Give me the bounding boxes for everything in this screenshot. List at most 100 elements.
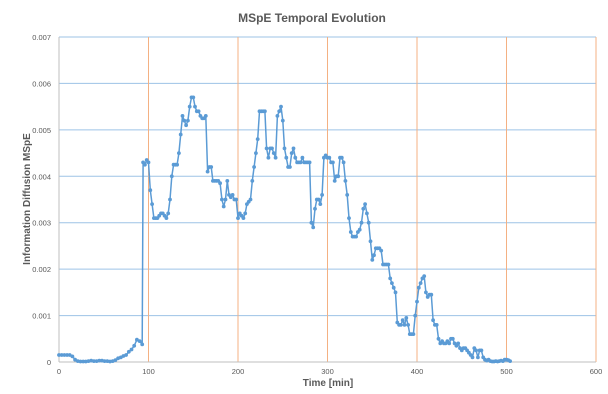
data-point xyxy=(343,179,348,183)
data-point xyxy=(230,193,235,197)
data-point xyxy=(298,160,303,165)
data-point xyxy=(193,104,197,109)
data-point xyxy=(339,155,344,160)
data-point xyxy=(424,290,428,295)
data-point xyxy=(182,118,187,123)
data-point xyxy=(252,165,256,169)
data-point xyxy=(279,104,283,109)
data-point xyxy=(124,353,128,357)
data-point xyxy=(255,137,260,142)
x-tick-label: 400 xyxy=(411,367,424,376)
data-point xyxy=(225,179,230,183)
y-tick-label: 0.007 xyxy=(32,33,51,42)
data-point xyxy=(102,359,107,363)
data-point xyxy=(146,160,151,165)
data-point xyxy=(366,220,371,225)
data-point xyxy=(311,225,316,230)
x-tick-label: 500 xyxy=(500,367,513,376)
data-point xyxy=(447,341,452,346)
data-point xyxy=(422,274,427,278)
data-point xyxy=(316,197,321,202)
data-point xyxy=(413,313,418,318)
data-point xyxy=(508,359,512,363)
data-point xyxy=(354,234,358,239)
data-point xyxy=(132,343,137,348)
x-tick-label: 100 xyxy=(142,367,155,376)
data-point xyxy=(479,348,484,353)
data-point xyxy=(168,197,172,202)
data-point xyxy=(203,114,208,118)
y-tick-labels: 0 0.001 0.002 0.003 0.004 0.005 0.006 0.007 xyxy=(32,33,51,367)
data-point xyxy=(309,220,314,225)
x-axis-label: Time [min] xyxy=(303,378,353,389)
data-point xyxy=(175,162,180,167)
data-point xyxy=(143,162,147,167)
data-point xyxy=(357,227,362,232)
y-tick-label: 0 xyxy=(47,358,51,367)
data-point xyxy=(400,318,405,323)
data-point xyxy=(263,109,267,114)
data-point xyxy=(196,109,201,114)
x-tick-label: 200 xyxy=(232,367,245,376)
data-point xyxy=(418,281,423,285)
y-tick-label: 0.003 xyxy=(32,219,51,228)
data-point xyxy=(65,353,69,357)
data-point xyxy=(126,349,131,354)
chart-title: MSpE Temporal Evolution xyxy=(238,11,386,25)
data-point xyxy=(187,104,192,109)
data-point xyxy=(282,146,287,151)
data-point xyxy=(313,206,317,211)
data-point xyxy=(241,216,246,221)
data-point xyxy=(209,165,214,169)
data-point xyxy=(336,174,341,179)
data-point xyxy=(129,347,134,352)
data-point xyxy=(363,202,367,207)
data-point xyxy=(379,248,384,253)
x-tick-labels: 0 100 200 300 400 500 600 xyxy=(57,367,602,376)
data-point xyxy=(348,230,353,234)
data-point xyxy=(236,216,240,221)
data-point xyxy=(166,211,171,216)
data-point xyxy=(331,160,335,165)
data-point xyxy=(92,359,96,363)
data-point xyxy=(273,155,278,160)
data-point xyxy=(393,290,398,295)
data-point xyxy=(416,285,421,290)
data-point xyxy=(470,355,475,360)
data-point xyxy=(62,353,67,357)
series-line xyxy=(59,96,511,363)
data-point xyxy=(359,220,364,225)
data-point xyxy=(341,160,346,165)
data-point xyxy=(291,146,296,151)
data-point xyxy=(293,155,298,160)
data-point xyxy=(345,193,350,197)
data-point xyxy=(140,342,145,347)
data-point xyxy=(169,174,174,179)
data-point xyxy=(70,354,75,359)
data-point xyxy=(300,155,305,160)
y-tick-label: 0.006 xyxy=(32,79,51,88)
data-point xyxy=(254,151,258,156)
data-point xyxy=(180,114,185,118)
data-point xyxy=(476,355,480,360)
data-point xyxy=(280,118,285,123)
data-point xyxy=(434,323,439,327)
data-point xyxy=(148,188,153,193)
data-point xyxy=(137,339,142,343)
data-point xyxy=(218,181,223,186)
data-point xyxy=(164,216,169,221)
data-point xyxy=(177,151,181,156)
data-point xyxy=(361,206,366,211)
data-point xyxy=(450,336,455,341)
data-point xyxy=(402,323,407,327)
data-point xyxy=(266,155,271,160)
data-point xyxy=(270,146,274,151)
data-point xyxy=(390,281,394,285)
data-point xyxy=(456,341,461,346)
data-point xyxy=(327,155,332,160)
grid-lines xyxy=(59,36,597,362)
data-point xyxy=(347,216,351,221)
data-point xyxy=(391,285,396,290)
y-tick-label: 0.004 xyxy=(32,172,51,181)
x-tick-label: 0 xyxy=(57,367,61,376)
